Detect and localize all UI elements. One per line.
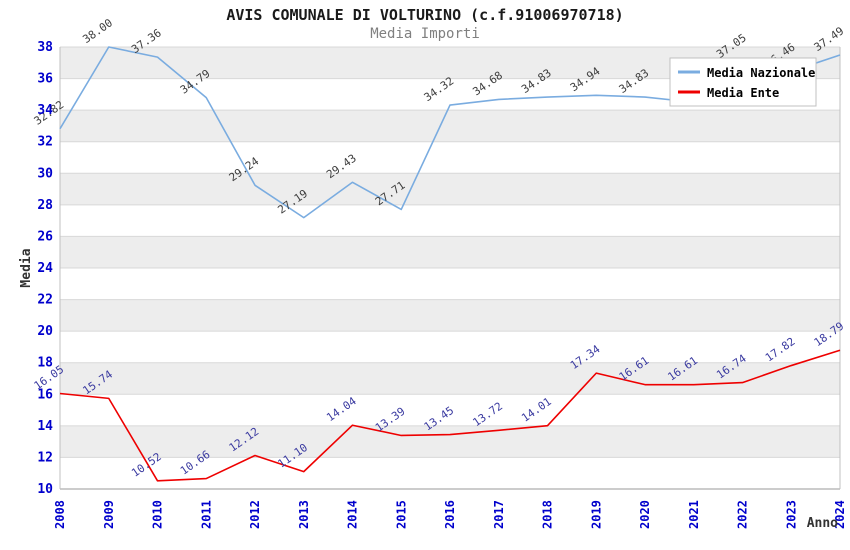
legend: Media Nazionale Media Ente: [669, 57, 817, 107]
grid-band: [60, 362, 840, 395]
x-tick-label: 2018: [541, 500, 555, 529]
x-tick-label: 2024: [833, 500, 847, 529]
x-tick-label: 2020: [638, 500, 652, 529]
data-point-label: 14.04: [324, 394, 359, 424]
x-tick-label: 2012: [248, 500, 262, 529]
chart-subtitle: Media Importi: [370, 26, 480, 42]
data-point-label: 17.82: [763, 335, 798, 365]
data-point-label: 38.00: [80, 16, 115, 46]
titles-layer: AVIS COMUNALE DI VOLTURINO (c.f.91006970…: [19, 6, 838, 531]
x-tick-label: 2023: [784, 500, 798, 529]
grid-band: [60, 110, 840, 142]
x-tick-label: 2016: [443, 500, 457, 529]
plot-bands-layer: [60, 47, 840, 458]
y-tick-label: 26: [37, 229, 53, 244]
data-point-label: 14.01: [519, 395, 554, 425]
data-point-label: 13.72: [470, 400, 505, 430]
x-tick-label: 2021: [687, 500, 701, 529]
y-tick-label: 12: [37, 450, 53, 465]
x-tick-label: 2014: [346, 500, 360, 529]
y-tick-label: 10: [37, 482, 53, 497]
x-tick-label: 2011: [199, 500, 213, 529]
y-tick-label: 24: [37, 261, 53, 276]
y-tick-label: 16: [37, 387, 53, 402]
legend-box: [669, 57, 817, 107]
y-tick-label: 14: [37, 419, 53, 434]
y-tick-label: 18: [37, 356, 53, 371]
y-tick-label: 34: [37, 103, 53, 118]
grid-band: [60, 425, 840, 458]
chart-title: AVIS COMUNALE DI VOLTURINO (c.f.91006970…: [226, 6, 623, 24]
x-tick-label: 2010: [151, 500, 165, 529]
x-tick-label: 2022: [736, 500, 750, 529]
x-tick-label: 2019: [589, 500, 603, 529]
y-tick-label: 22: [37, 293, 53, 308]
y-tick-label: 20: [37, 324, 53, 339]
y-tick-label: 32: [37, 135, 53, 150]
legend-label: Media Nazionale: [707, 66, 815, 80]
grid-band: [60, 173, 840, 205]
series-line-media-ente: [59, 349, 841, 482]
x-tick-label: 2008: [53, 500, 67, 529]
legend-label: Media Ente: [707, 86, 779, 100]
x-tick-label: 2013: [297, 500, 311, 529]
x-tick-label: 2017: [492, 500, 506, 529]
y-tick-label: 38: [37, 40, 53, 55]
grid-band: [60, 236, 840, 268]
y-tick-label: 30: [37, 166, 53, 181]
y-tick-label: 28: [37, 198, 53, 213]
x-tick-label: 2009: [102, 500, 116, 529]
y-tick-label: 36: [37, 72, 53, 87]
x-axis-title: Anno: [807, 516, 838, 531]
gridlines-layer: [59, 46, 841, 490]
x-tick-label: 2015: [394, 500, 408, 529]
y-axis-title: Media: [19, 248, 34, 287]
grid-band: [60, 299, 840, 332]
